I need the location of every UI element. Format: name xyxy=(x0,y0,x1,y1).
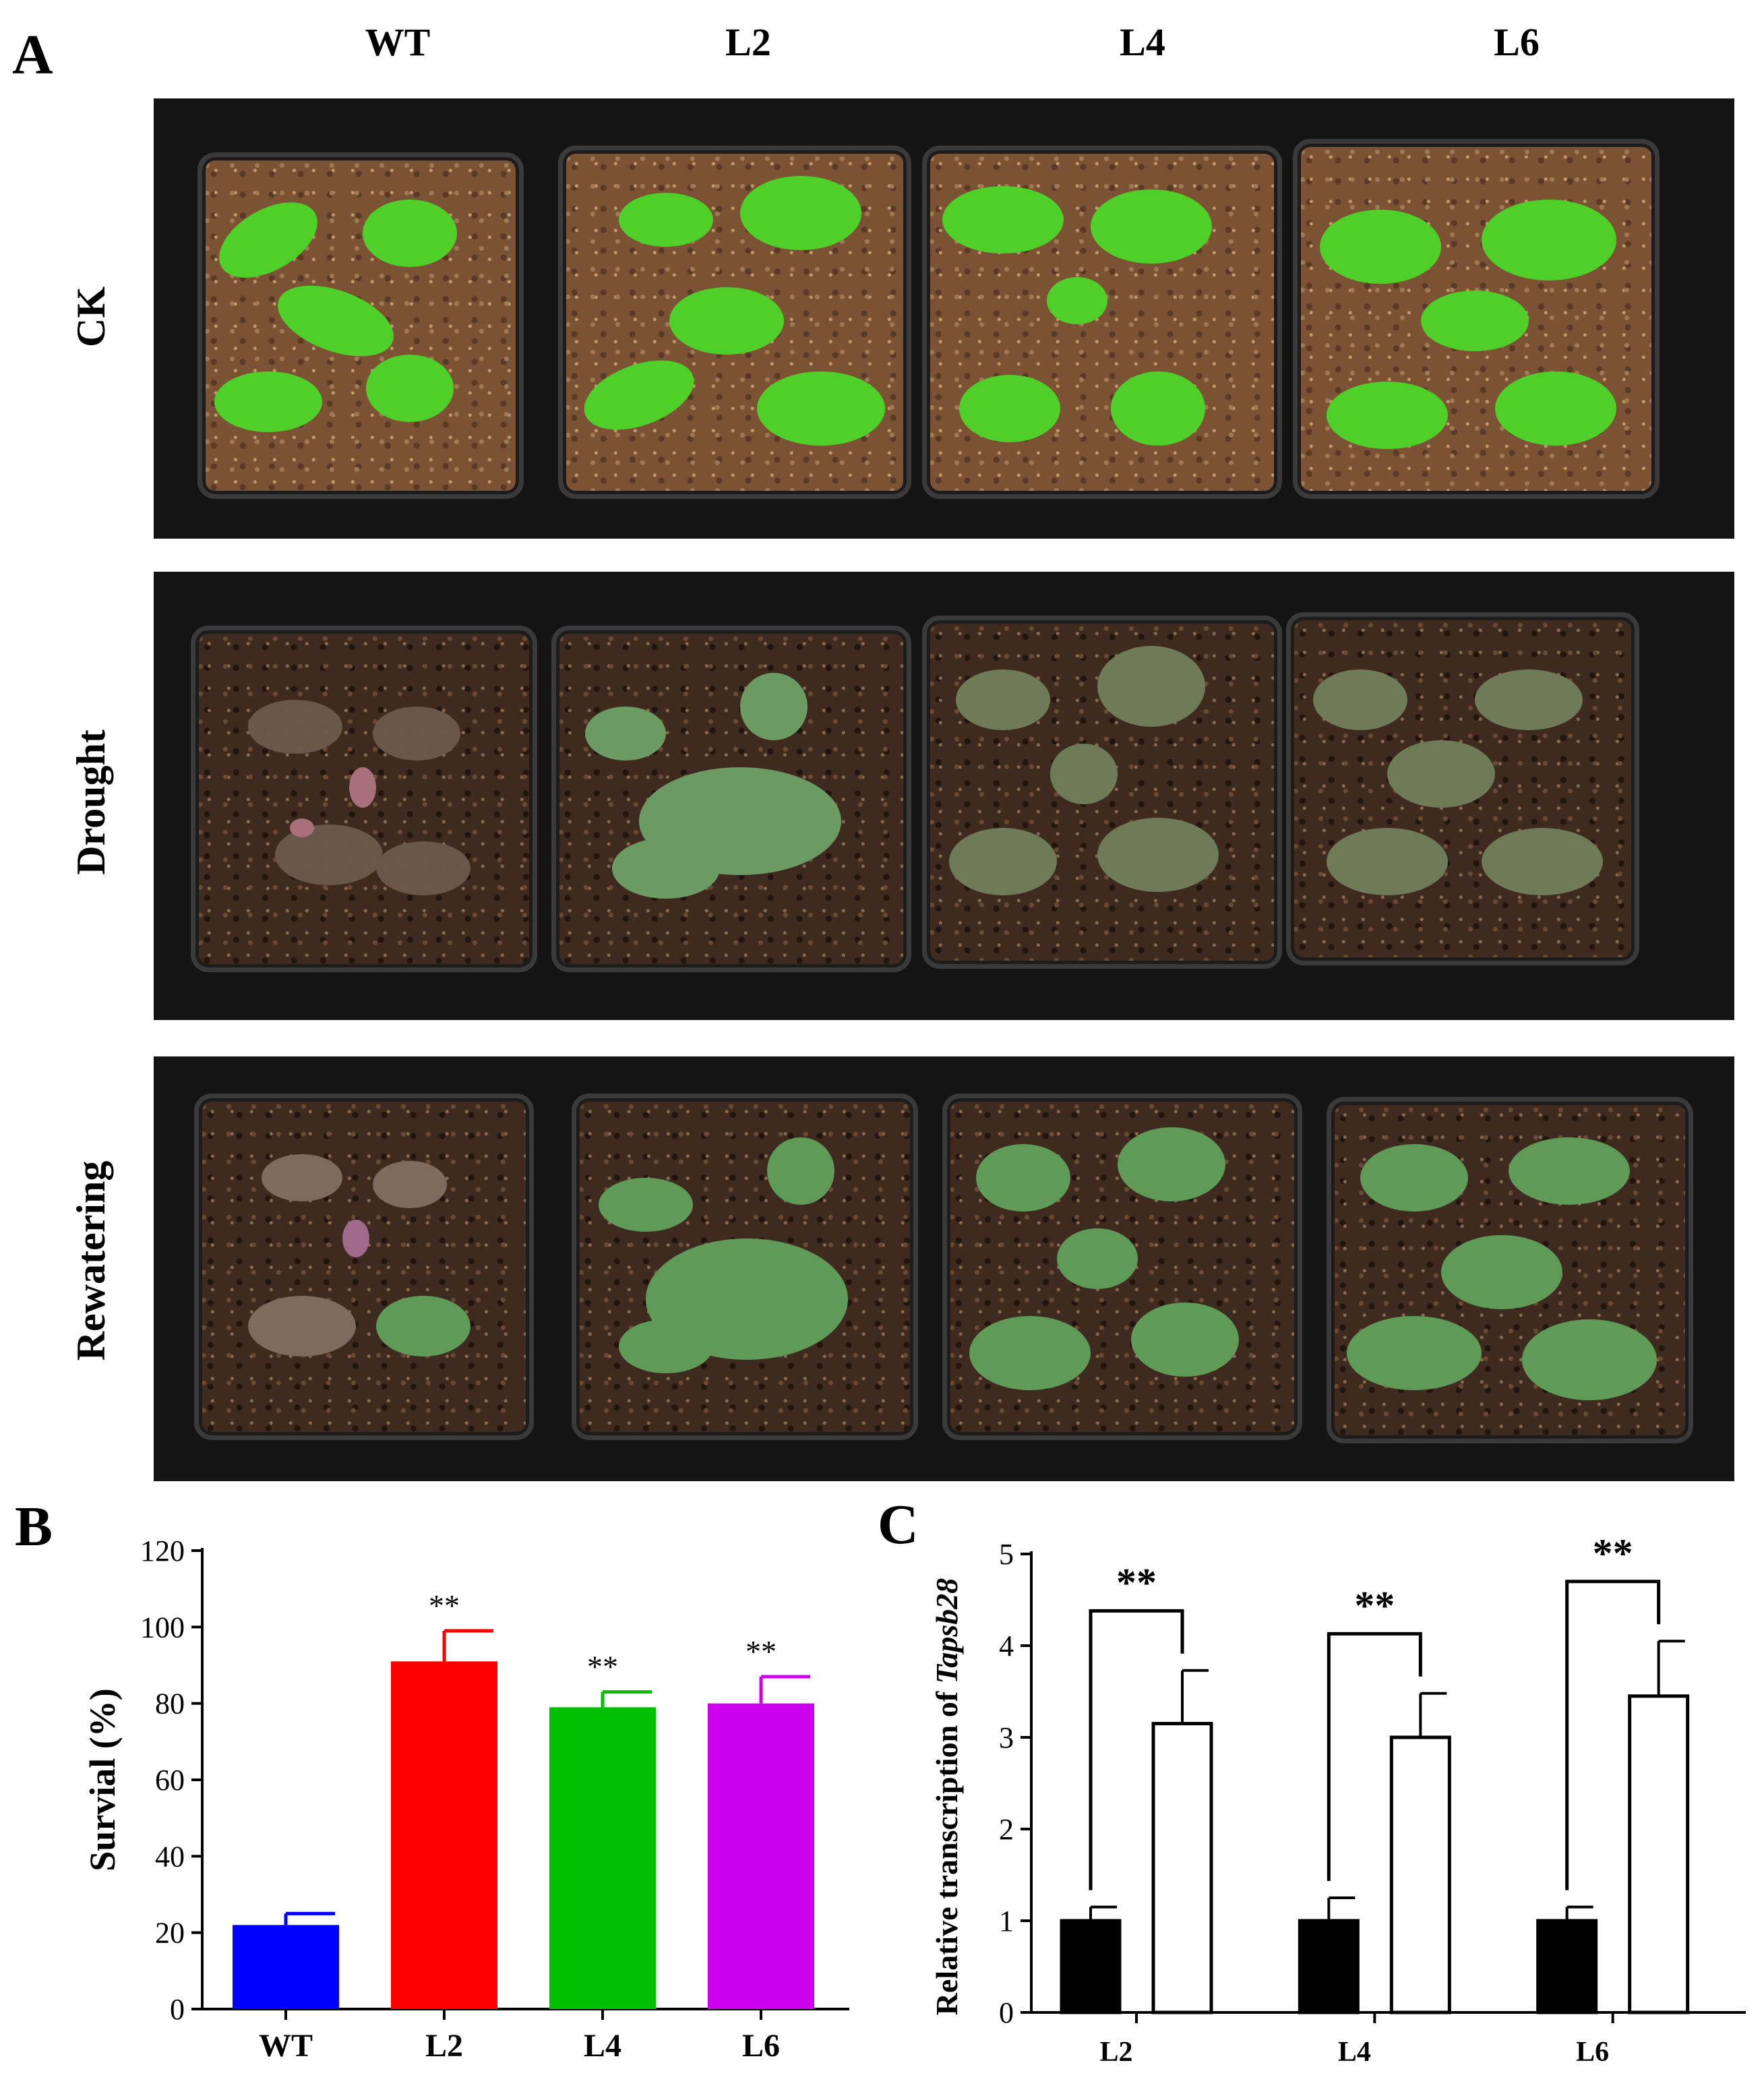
white-bar-l6 xyxy=(1628,1694,1690,2014)
photo-drought-row xyxy=(154,572,1734,1020)
significance-label: ** xyxy=(1116,1560,1157,1605)
significance-label: ** xyxy=(1593,1531,1633,1576)
column-label-wt: WT xyxy=(365,20,431,64)
row-label-rewatering: Rewatering xyxy=(69,1160,113,1361)
y-tick-label: 1 xyxy=(999,1905,1014,1938)
x-tick-label: L6 xyxy=(1576,2037,1609,2068)
y-tick-label: 60 xyxy=(155,1764,185,1797)
pot-rewatering-wt xyxy=(194,1094,534,1440)
survival-chart: 0 20 40 60 80 100 120 Survial (%) WT L2 ** L4 ** L6 ** xyxy=(82,1534,849,2064)
bar-l6 xyxy=(708,1703,814,2009)
y-tick-label: 40 xyxy=(155,1840,185,1873)
significance-bracket xyxy=(1565,1580,1661,1890)
y-axis-title-gene: Tapsb28 xyxy=(930,1578,964,1684)
white-bar-l2 xyxy=(1151,1722,1213,2014)
column-label-l6: L6 xyxy=(1494,20,1540,64)
y-axis-title: Survial (%) xyxy=(82,1688,123,1872)
row-label-drought: Drought xyxy=(69,729,113,875)
pot-drought-wt xyxy=(191,626,537,972)
significance-label: ** xyxy=(429,1588,460,1623)
significance-bracket xyxy=(1327,1632,1422,1881)
panel-c-letter: C xyxy=(878,1493,919,1556)
panel-b-letter: B xyxy=(15,1495,53,1558)
y-tick-label: 120 xyxy=(140,1534,185,1567)
transcription-chart: 0 1 2 3 4 5 Relative transcription of Tapsb28 L… xyxy=(930,1531,1746,2068)
y-tick-label: 4 xyxy=(999,1629,1014,1663)
x-tick-label: WT xyxy=(259,2028,313,2064)
row-label-ck: CK xyxy=(69,287,113,347)
significance-label: ** xyxy=(746,1634,777,1669)
column-label-l2: L2 xyxy=(725,20,771,64)
x-tick-label: L2 xyxy=(425,2028,463,2064)
black-bar-l2 xyxy=(1060,1919,1122,2014)
rewatering-plants xyxy=(248,1127,1657,1400)
x-tick-label: L2 xyxy=(1099,2037,1132,2068)
photo-ck-row xyxy=(154,98,1734,539)
black-bar-l6 xyxy=(1536,1919,1598,2014)
significance-bracket xyxy=(1089,1609,1184,1890)
column-label-l4: L4 xyxy=(1120,20,1165,64)
x-tick-label: L4 xyxy=(584,2028,621,2064)
x-tick-label: L4 xyxy=(1338,2037,1371,2068)
y-tick-label: 0 xyxy=(999,1996,1014,2029)
y-axis-title-prefix: Relative transcription of xyxy=(930,1683,964,2015)
drought-plants xyxy=(248,646,1603,899)
y-tick-label: 20 xyxy=(155,1917,185,1950)
x-tick-label: L6 xyxy=(742,2028,780,2064)
bar-wt xyxy=(233,1925,339,2009)
black-bar-l4 xyxy=(1298,1919,1360,2014)
significance-label: ** xyxy=(587,1650,618,1684)
significance-label: ** xyxy=(1354,1583,1395,1627)
y-tick-label: 0 xyxy=(170,1993,185,2026)
panel-a-letter: A xyxy=(12,24,53,86)
y-axis-title: Relative transcription of Tapsb28 xyxy=(930,1578,964,2016)
photo-rewatering-row xyxy=(154,1056,1734,1481)
y-tick-label: 3 xyxy=(999,1721,1014,1754)
bar-l2 xyxy=(391,1661,497,2009)
ck-plants xyxy=(214,176,1616,449)
y-tick-label: 100 xyxy=(140,1611,185,1644)
y-tick-label: 80 xyxy=(155,1687,185,1721)
y-tick-label: 5 xyxy=(999,1538,1014,1571)
y-tick-label: 2 xyxy=(999,1813,1014,1846)
white-bar-l4 xyxy=(1389,1735,1451,2014)
bar-l4 xyxy=(549,1707,656,2009)
